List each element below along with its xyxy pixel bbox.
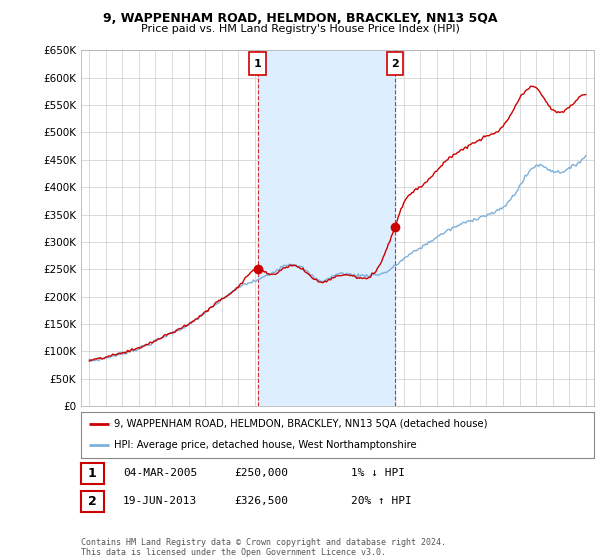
Text: Price paid vs. HM Land Registry's House Price Index (HPI): Price paid vs. HM Land Registry's House … bbox=[140, 24, 460, 34]
FancyBboxPatch shape bbox=[250, 52, 266, 75]
Text: HPI: Average price, detached house, West Northamptonshire: HPI: Average price, detached house, West… bbox=[115, 440, 417, 450]
Text: 1% ↓ HPI: 1% ↓ HPI bbox=[351, 468, 405, 478]
Text: 19-JUN-2013: 19-JUN-2013 bbox=[123, 496, 197, 506]
FancyBboxPatch shape bbox=[386, 52, 403, 75]
Text: £250,000: £250,000 bbox=[234, 468, 288, 478]
Text: £326,500: £326,500 bbox=[234, 496, 288, 506]
Text: 9, WAPPENHAM ROAD, HELMDON, BRACKLEY, NN13 5QA: 9, WAPPENHAM ROAD, HELMDON, BRACKLEY, NN… bbox=[103, 12, 497, 25]
Text: 1: 1 bbox=[254, 59, 262, 69]
Text: 2: 2 bbox=[391, 59, 398, 69]
Text: 1: 1 bbox=[88, 466, 97, 480]
Text: 2: 2 bbox=[88, 494, 97, 508]
Text: 20% ↑ HPI: 20% ↑ HPI bbox=[351, 496, 412, 506]
Text: 9, WAPPENHAM ROAD, HELMDON, BRACKLEY, NN13 5QA (detached house): 9, WAPPENHAM ROAD, HELMDON, BRACKLEY, NN… bbox=[115, 419, 488, 429]
Text: 04-MAR-2005: 04-MAR-2005 bbox=[123, 468, 197, 478]
Bar bbox=[257, 50, 395, 406]
Text: Contains HM Land Registry data © Crown copyright and database right 2024.
This d: Contains HM Land Registry data © Crown c… bbox=[81, 538, 446, 557]
